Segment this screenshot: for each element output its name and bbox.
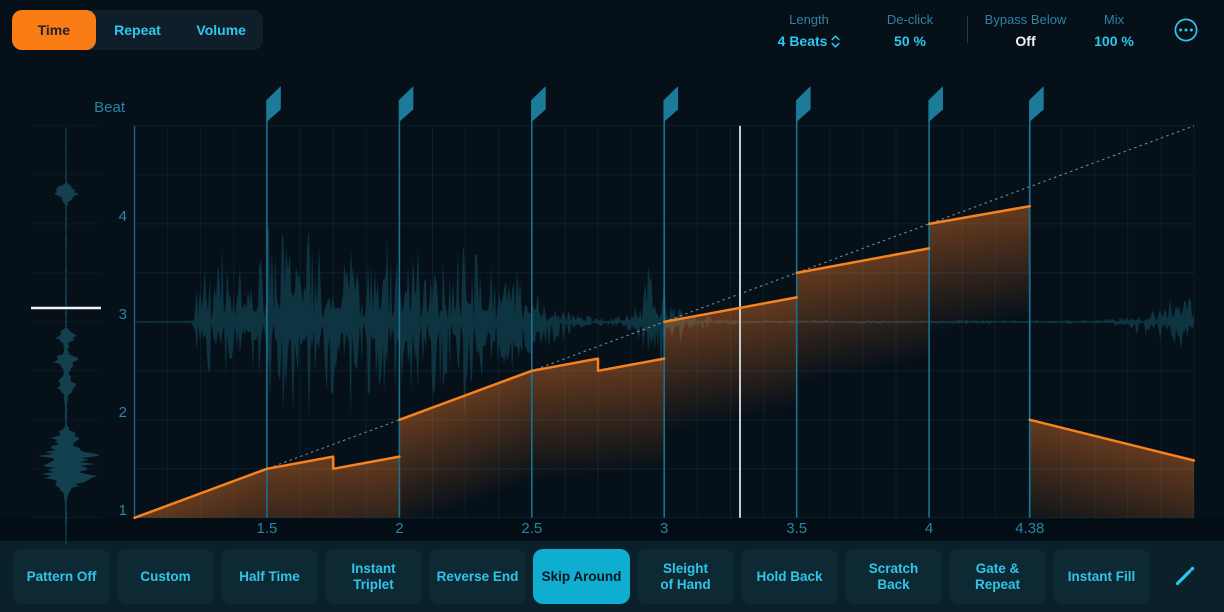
svg-text:3: 3 [119,306,127,323]
svg-text:1: 1 [119,502,127,519]
svg-text:4.38: 4.38 [1015,520,1044,537]
svg-text:4: 4 [119,208,127,225]
svg-text:2.5: 2.5 [521,520,542,537]
svg-text:Beat: Beat [94,99,126,116]
svg-text:1.5: 1.5 [256,520,277,537]
svg-text:3: 3 [660,520,668,537]
svg-text:3.5: 3.5 [786,520,807,537]
svg-text:4: 4 [925,520,933,537]
svg-text:2: 2 [119,404,127,421]
svg-text:2: 2 [395,520,403,537]
